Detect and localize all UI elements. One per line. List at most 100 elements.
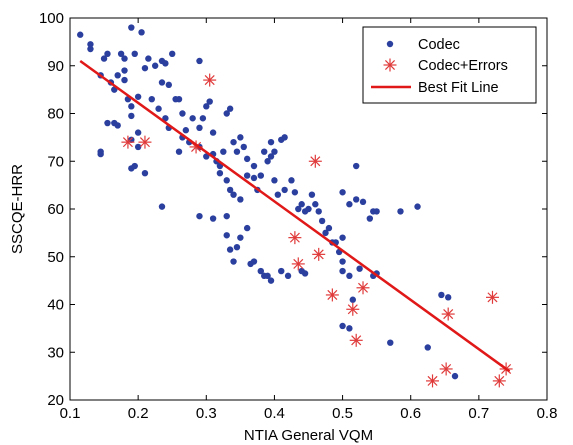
data-point-codec: [203, 153, 210, 160]
data-point-codec: [121, 76, 128, 84]
data-point-codec: [257, 267, 264, 275]
data-point-codec: [346, 272, 353, 280]
data-point-codec: [230, 138, 237, 146]
asterisk-stroke: [487, 292, 498, 303]
data-point-codec: [182, 127, 190, 134]
data-point-codec: [100, 55, 108, 62]
data-point-codec-errors: [203, 73, 217, 87]
data-point-codec: [356, 265, 363, 272]
data-point-codec: [274, 191, 282, 198]
data-point-codec: [387, 339, 394, 346]
data-point-codec: [134, 93, 142, 100]
data-point-codec: [308, 191, 316, 198]
y-axis-label: SSCQE-HRR: [9, 164, 26, 254]
data-point-codec: [339, 322, 346, 330]
legend-codec-marker: [386, 40, 394, 48]
data-point-codec: [278, 267, 285, 275]
asterisk-stroke: [357, 282, 369, 293]
data-point-codec-errors: [189, 140, 203, 154]
data-point-codec: [165, 81, 173, 89]
asterisk-stroke: [351, 335, 362, 346]
x-axis-label: NTIA General VQM: [244, 427, 373, 444]
data-point-codec: [243, 224, 251, 232]
data-point-codec: [298, 201, 305, 208]
data-point-codec-errors: [426, 374, 440, 388]
data-point-codec: [145, 55, 152, 62]
data-point-codec: [141, 169, 149, 177]
data-point-codec: [281, 134, 288, 141]
x-tick-label: 0.5: [332, 405, 353, 422]
legend-entry-codec-errors: Codec+Errors: [383, 58, 508, 74]
data-point-codec: [451, 372, 459, 380]
data-point-codec: [175, 95, 183, 103]
data-point-codec: [346, 325, 353, 332]
data-point-codec: [339, 234, 346, 241]
asterisk-stroke: [427, 375, 438, 386]
legend-codec-label: Codec: [418, 37, 460, 53]
data-point-codec: [353, 196, 360, 203]
data-point-codec: [250, 258, 258, 265]
data-point-codec: [291, 189, 299, 196]
data-point-codec: [339, 267, 346, 275]
x-tick-label: 0.8: [537, 405, 558, 422]
data-point-codec-errors: [312, 247, 326, 261]
data-point-codec: [240, 143, 247, 151]
data-point-codec: [318, 217, 326, 225]
data-point-codec: [196, 212, 203, 220]
data-point-codec: [284, 272, 292, 280]
data-point-codec: [264, 272, 271, 280]
data-point-codec: [267, 277, 275, 284]
data-point-codec: [257, 172, 264, 179]
data-point-codec: [209, 215, 217, 222]
asterisk-stroke: [441, 363, 452, 374]
data-point-codec: [237, 234, 244, 241]
data-point-codec: [444, 294, 452, 301]
data-point-codec: [366, 215, 374, 222]
asterisk-stroke: [191, 141, 202, 152]
y-tick-label: 60: [47, 201, 64, 218]
data-point-codec-errors: [356, 281, 370, 295]
data-point-codec: [223, 212, 230, 220]
data-point-codec: [305, 205, 312, 213]
data-point-codec: [226, 246, 234, 253]
data-point-codec: [373, 208, 380, 215]
data-point-codec: [128, 112, 135, 120]
data-point-codec: [346, 201, 353, 208]
data-point-codec: [288, 177, 295, 184]
data-point-codec: [97, 150, 104, 158]
tick-labels: 0.1 0.2 0.3 0.4 0.5 0.6 0.7 0.8 20 30 40 50 60 70 80 90…: [39, 10, 557, 422]
data-point-codec: [114, 72, 121, 79]
y-tick-label: 40: [47, 297, 64, 314]
data-point-codec-errors: [308, 154, 322, 168]
legend-entry-best-fit: Best Fit Line: [371, 80, 499, 96]
data-point-codec: [226, 186, 234, 194]
data-point-codec: [148, 95, 155, 103]
data-point-codec: [226, 105, 234, 112]
data-point-codec: [349, 296, 356, 303]
data-point-codec: [233, 148, 241, 155]
data-point-codec: [104, 119, 111, 127]
legend-best-fit-label: Best Fit Line: [418, 80, 499, 96]
data-point-codec: [206, 98, 213, 105]
data-point-codec: [353, 162, 360, 170]
legend: Codec Codec+Errors Best Fit Line: [362, 26, 537, 104]
data-point-codec: [158, 203, 166, 210]
legend-codec-errors-marker: [383, 58, 397, 72]
data-point-codec-errors: [325, 288, 339, 302]
asterisk-stroke: [313, 249, 324, 260]
data-point-codec: [414, 203, 421, 210]
data-point-codec: [243, 172, 251, 179]
data-point-codec: [128, 103, 135, 110]
data-point-codec: [301, 270, 309, 277]
data-point-codec: [230, 191, 237, 198]
data-point-codec: [237, 196, 244, 203]
data-point-codec: [138, 29, 145, 36]
data-point-codec: [322, 229, 329, 237]
data-point-codec: [203, 103, 210, 110]
data-point-codec: [155, 105, 162, 112]
y-tick-label: 90: [47, 58, 64, 75]
data-point-codec-errors: [346, 302, 360, 316]
y-tick-label: 50: [47, 249, 64, 266]
data-point-codec: [267, 153, 275, 160]
